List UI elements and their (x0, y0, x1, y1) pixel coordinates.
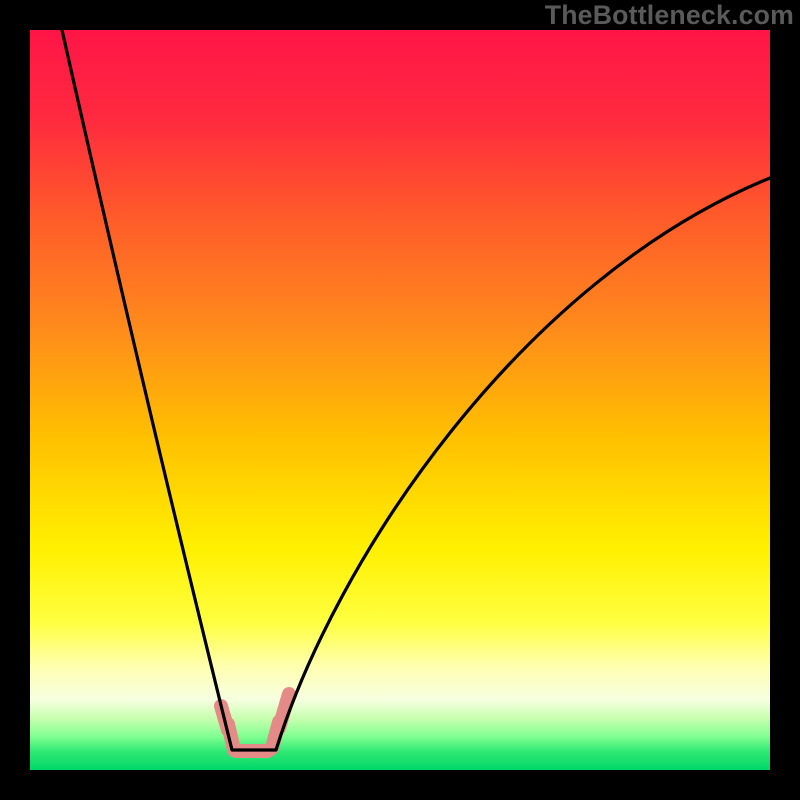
frame (0, 770, 800, 800)
frame (0, 0, 30, 800)
gradient-background (30, 30, 770, 770)
frame (770, 0, 800, 800)
watermark-text: TheBottleneck.com (545, 0, 794, 31)
bottleneck-chart (0, 0, 800, 800)
